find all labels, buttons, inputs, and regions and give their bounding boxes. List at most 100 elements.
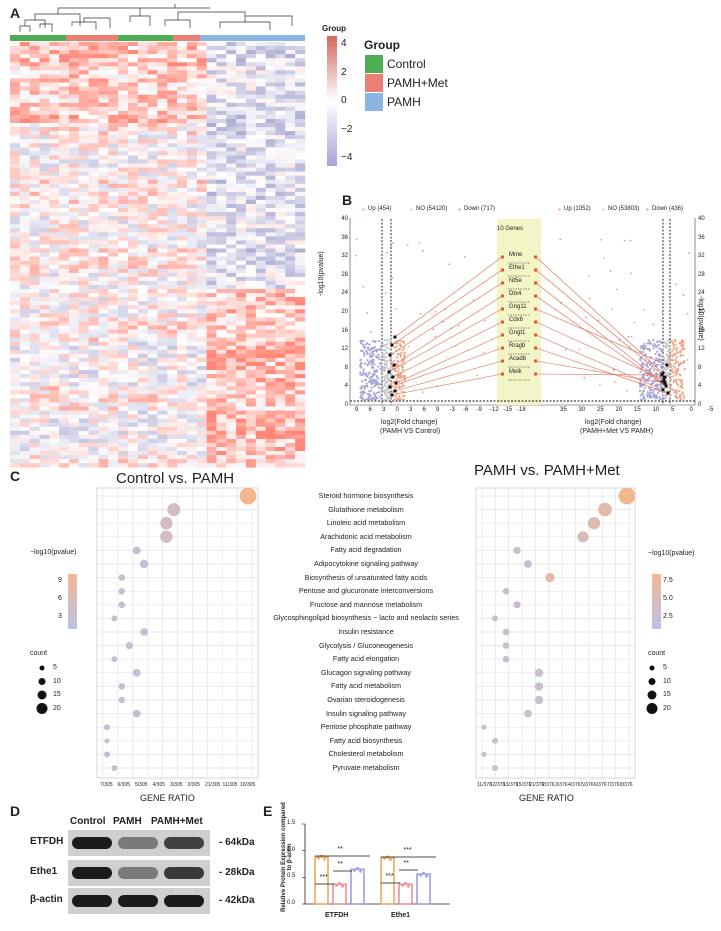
bar-point bbox=[335, 883, 338, 887]
left-x-tick: 5/305 bbox=[135, 782, 148, 788]
gene-marker bbox=[388, 353, 392, 357]
volcano-point bbox=[362, 344, 365, 347]
volcano-point bbox=[395, 364, 398, 367]
volcano-point bbox=[399, 345, 402, 348]
right-count-dot bbox=[649, 665, 655, 671]
volcano-y-tick: 32 bbox=[341, 253, 348, 260]
volcano-point bbox=[397, 397, 400, 400]
group-bar-segment bbox=[173, 35, 200, 41]
volcano-point bbox=[672, 348, 675, 351]
right-x-tick: 6/376 bbox=[594, 782, 607, 788]
gene-marker bbox=[501, 359, 504, 363]
scale-tick-label: 2 bbox=[341, 66, 347, 78]
significance-label: ** bbox=[337, 846, 343, 853]
gene-label: Gng11 bbox=[509, 304, 527, 310]
volcano-point bbox=[642, 309, 645, 311]
volcano-point bbox=[666, 394, 669, 397]
volcano-y-tick: 12 bbox=[341, 346, 348, 353]
volcano-point bbox=[662, 344, 665, 347]
panel-letter-a: A bbox=[10, 5, 21, 21]
volcano-point bbox=[650, 382, 653, 385]
volcano-point bbox=[375, 348, 378, 351]
dendrogram-branches bbox=[19, 4, 293, 32]
western-lane-label: PAMH bbox=[113, 816, 142, 827]
volcano-point bbox=[367, 373, 370, 376]
right-count-tick: 10 bbox=[663, 677, 671, 685]
volcano-point bbox=[377, 386, 380, 389]
volcano-point bbox=[384, 378, 387, 381]
volcano-point bbox=[671, 370, 674, 374]
volcano-point bbox=[476, 374, 478, 377]
volcano-point bbox=[362, 339, 365, 342]
right-x-tick: 4/376 bbox=[568, 782, 581, 788]
bar-y-tick-label: 0.0 bbox=[287, 900, 296, 906]
volcano-panel bbox=[349, 218, 696, 406]
volcano-point bbox=[375, 356, 378, 359]
volcano-point bbox=[663, 345, 666, 348]
volcano-point bbox=[360, 380, 363, 383]
volcano-point bbox=[395, 397, 398, 400]
volcano-point bbox=[666, 350, 669, 353]
pathway-label: Cholesterol metabolism bbox=[328, 749, 404, 759]
volcano-point bbox=[373, 345, 376, 349]
volcano-point bbox=[403, 351, 406, 354]
volcano-left-x-tick: 0 bbox=[395, 407, 399, 413]
right-dot bbox=[502, 655, 510, 663]
gene-marker bbox=[534, 294, 537, 298]
volcano-point bbox=[401, 366, 404, 369]
gene-link-line bbox=[535, 295, 667, 387]
right-pvalue-tick: 2.5 bbox=[663, 613, 673, 620]
volcano-point bbox=[362, 392, 365, 395]
volcano-point bbox=[629, 239, 632, 242]
volcano-point bbox=[679, 350, 682, 353]
volcano-point bbox=[660, 319, 662, 321]
volcano-point bbox=[406, 244, 409, 246]
group-legend-swatch bbox=[365, 55, 383, 73]
volcano-point bbox=[393, 346, 396, 349]
volcano-left-x-tick: 9 bbox=[355, 407, 359, 413]
right-x-tick: 12/376 bbox=[490, 782, 506, 788]
left-dot bbox=[132, 546, 141, 555]
volcano-point bbox=[401, 375, 404, 379]
volcano-point bbox=[364, 374, 367, 377]
gene-marker bbox=[392, 363, 396, 367]
right-dot bbox=[587, 517, 601, 530]
left-dot bbox=[160, 517, 173, 530]
heatmap-panel bbox=[10, 4, 337, 468]
volcano-point bbox=[370, 389, 373, 392]
volcano-point bbox=[652, 369, 655, 372]
significance-label: *** bbox=[385, 873, 394, 880]
right-dot bbox=[492, 765, 498, 771]
volcano-point bbox=[390, 245, 393, 247]
left-count-dot bbox=[39, 665, 45, 671]
pathway-label: Insulin resistance bbox=[338, 627, 394, 636]
dotplot-panel bbox=[36, 487, 661, 779]
volcano-point bbox=[384, 392, 386, 395]
gene-highlight-band bbox=[497, 219, 541, 405]
bar-point bbox=[404, 881, 407, 885]
right-dot bbox=[577, 531, 589, 543]
significance-label: *** bbox=[319, 874, 328, 881]
gene-link-line bbox=[535, 334, 664, 391]
volcano-point bbox=[661, 396, 664, 399]
volcano-point bbox=[370, 383, 373, 386]
volcano-point bbox=[392, 242, 394, 244]
volcano-point bbox=[667, 345, 670, 348]
volcano-point bbox=[379, 348, 382, 351]
volcano-point bbox=[652, 389, 655, 392]
volcano-right-subtitle: (PAMH+Met VS PAMH) bbox=[580, 428, 654, 435]
bar-point bbox=[425, 874, 428, 878]
pathway-label: Glutathione metabolism bbox=[328, 504, 404, 514]
right-x-tick: 11/376 bbox=[477, 782, 492, 788]
group-legend-title: Group bbox=[364, 38, 400, 52]
volcano-point bbox=[645, 369, 648, 372]
volcano-point bbox=[656, 369, 659, 372]
volcano-point bbox=[683, 368, 686, 371]
volcano-point bbox=[360, 349, 363, 352]
gene-marker bbox=[534, 333, 537, 337]
bar-chart bbox=[302, 823, 450, 905]
volcano-point bbox=[377, 353, 380, 356]
volcano-point bbox=[401, 394, 405, 397]
volcano-point bbox=[355, 254, 357, 257]
volcano-point bbox=[371, 375, 374, 378]
